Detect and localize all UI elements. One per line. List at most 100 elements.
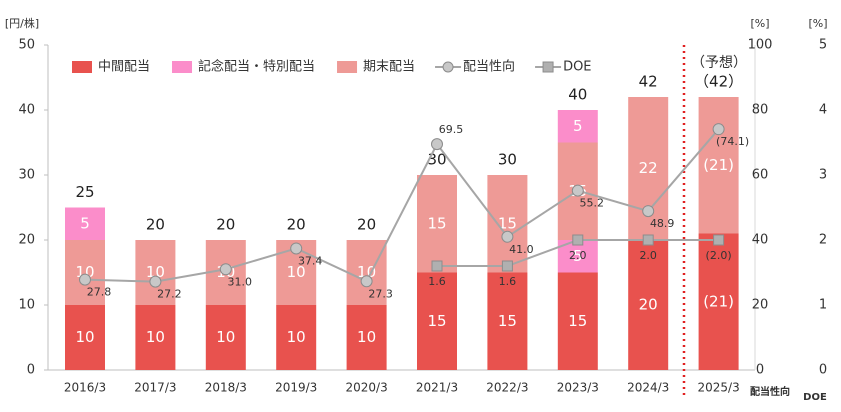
y3-axis-label: [%] [808, 17, 827, 30]
bar-value-label: 10 [216, 328, 235, 346]
total-label: 20 [216, 216, 235, 234]
line-marker [360, 275, 373, 288]
x-tick-label: 2024/3 [627, 381, 669, 395]
x-tick-label: 2021/3 [416, 381, 458, 395]
total-label: 20 [146, 216, 165, 234]
legend-label: 期末配当 [363, 60, 415, 75]
line-marker [290, 242, 303, 255]
line-value-label: 41.0 [509, 243, 534, 256]
y3-tick-label: 5 [819, 38, 827, 53]
total-label: 30 [498, 151, 517, 169]
bar-value-label: 10 [357, 263, 376, 281]
line-marker [713, 234, 725, 246]
bar-value-label: 10 [146, 328, 165, 346]
bar-value-label: 20 [639, 296, 658, 314]
bar-segment [557, 110, 598, 143]
legend-swatch [72, 61, 92, 73]
line-marker [501, 260, 513, 272]
bar-value-label: 5 [80, 214, 90, 232]
x-tick-label: 2017/3 [134, 381, 176, 395]
line-marker [642, 234, 654, 246]
bar-segment [276, 305, 317, 370]
line-marker [431, 260, 443, 272]
y-tick-label: 50 [18, 38, 35, 53]
y-tick-label: 10 [18, 298, 35, 313]
line-value-label: 2.0 [569, 249, 587, 262]
bar-segment [698, 97, 739, 234]
line-value-label: 2.0 [639, 249, 657, 262]
bar-segment [487, 272, 528, 370]
bar-segment [346, 240, 387, 305]
line-marker [712, 123, 725, 136]
y3-tick-label: 0 [819, 363, 827, 378]
y2-axis-name: 配当性向 [750, 385, 790, 398]
bar-segment [557, 272, 598, 370]
x-tick-label: 2022/3 [486, 381, 528, 395]
line-value-label: 1.6 [428, 275, 446, 288]
legend-label: 中間配当 [98, 60, 150, 75]
y2-tick-label: 20 [752, 298, 769, 313]
line-marker [79, 273, 91, 286]
x-tick-label: 2020/3 [345, 381, 387, 395]
line-marker [501, 230, 514, 243]
legend-marker [442, 61, 454, 73]
y-tick-label: 20 [18, 233, 35, 248]
y3-tick-label: 1 [819, 298, 827, 313]
total-label: 40 [568, 86, 587, 104]
bar-value-label: 15 [427, 214, 446, 232]
line-value-label: (2.0) [706, 249, 732, 262]
legend-label: 記念配当・特別配当 [198, 59, 315, 75]
bar-segment [135, 305, 176, 370]
y-tick-label: 40 [18, 103, 35, 118]
line-value-label: 1.6 [499, 275, 517, 288]
bar-segment [417, 272, 457, 370]
line-marker [431, 138, 443, 151]
legend-label: DOE [563, 60, 591, 75]
line-value-label: 37.4 [298, 254, 323, 267]
bar-value-label: 15 [498, 312, 517, 330]
line-marker [642, 205, 655, 218]
y-tick-label: 30 [18, 168, 35, 183]
bar-value-label: 10 [287, 263, 306, 281]
legend-swatch [172, 61, 193, 73]
bar-segment [417, 175, 457, 273]
bar-value-label: (21) [703, 292, 734, 310]
total-label: 25 [75, 183, 94, 201]
total-label: 20 [287, 216, 306, 234]
x-tick-label: 2025/3 [697, 381, 739, 395]
bar-value-label: 10 [357, 328, 376, 346]
total-label: （42） [694, 73, 743, 91]
line-marker [219, 263, 232, 276]
bar-segment [135, 240, 176, 305]
line-value-label: 27.3 [368, 287, 393, 300]
bar-segment [487, 175, 528, 273]
bar-segment [205, 305, 246, 370]
line-value-label: 48.9 [650, 217, 675, 230]
y3-tick-label: 2 [819, 233, 827, 248]
bar-value-label: (21) [703, 156, 734, 174]
bar-segment [65, 240, 105, 305]
legend-swatch [337, 61, 358, 73]
bar-value-label: 22 [639, 159, 658, 177]
bar-value-label: 15 [568, 312, 587, 330]
bar-value-label: 10 [287, 328, 306, 346]
bar-value-label: 5 [573, 117, 583, 135]
bar-value-label: 5 [573, 247, 583, 265]
line-marker [149, 275, 162, 288]
y2-tick-label: 60 [752, 168, 769, 183]
line-value-label: 27.2 [157, 288, 182, 301]
y3-tick-label: 4 [819, 103, 827, 118]
bar-segment [346, 305, 387, 370]
y3-axis-name: DOE [803, 392, 827, 403]
line-marker [571, 184, 584, 197]
bar-value-label: 10 [146, 263, 165, 281]
bar-value-label: 10 [75, 328, 94, 346]
y2-tick-label: 100 [748, 38, 773, 53]
line-value-label: 31.0 [228, 275, 253, 288]
bar-segment [65, 305, 105, 370]
annotation: （予想） [691, 55, 747, 71]
line-value-label: 69.5 [439, 123, 464, 136]
y2-tick-label: 40 [752, 233, 769, 248]
bar-segment [628, 240, 669, 370]
